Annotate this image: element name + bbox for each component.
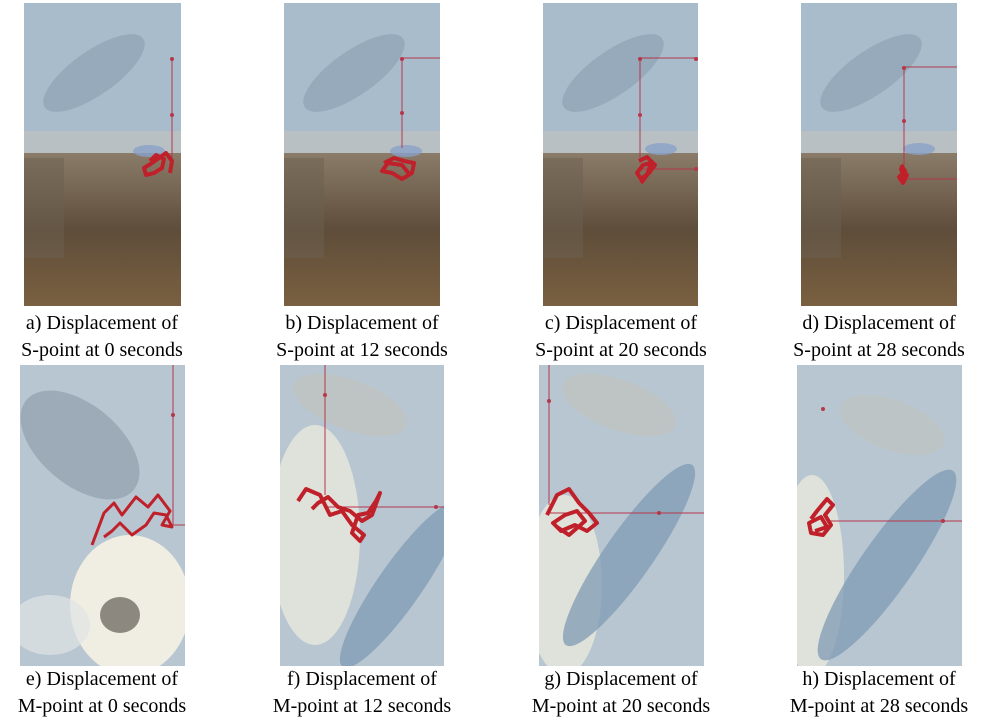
caption-line-2: S-point at 28 seconds [793,339,965,361]
trajectory-path [897,163,909,185]
caption-line-1: a) Displacement of [25,312,179,334]
caption-g: g) Displacement of M-point at 20 seconds [491,666,751,720]
caption-line-1: c) Displacement of [544,312,698,334]
photo-s-point-12s [284,3,440,306]
caption-line-2: M-point at 0 seconds [17,695,187,717]
trajectory-path [635,155,657,185]
trajectory-path [90,493,174,546]
trajectory-path [807,497,835,537]
caption-line-2: M-point at 12 seconds [272,695,452,717]
photo-s-point-20s [543,3,698,306]
panel-d: d) Displacement of S-point at 28 seconds [793,3,965,361]
trajectory-path [142,151,174,177]
caption-line-2: S-point at 12 seconds [276,339,448,361]
photo-m-point-12s [280,365,444,666]
trajectory-path [545,487,599,537]
caption-line-2: M-point at 20 seconds [531,695,711,717]
photo-s-point-0s [24,3,181,306]
caption-b: b) Displacement of S-point at 12 seconds [232,310,492,364]
caption-c: c) Displacement of S-point at 20 seconds [491,310,751,364]
caption-line-1: f) Displacement of [287,668,437,690]
caption-line-1: e) Displacement of [25,668,179,690]
caption-line-2: S-point at 20 seconds [535,339,707,361]
caption-line-1: b) Displacement of [285,312,439,334]
caption-a: a) Displacement of S-point at 0 seconds [0,310,232,364]
panel-f: f) Displacement of M-point at 12 seconds [273,365,451,717]
panel-h: h) Displacement of M-point at 28 seconds [790,365,968,717]
panel-g: g) Displacement of M-point at 20 seconds [532,365,710,717]
photo-s-point-28s [801,3,957,306]
caption-d: d) Displacement of S-point at 28 seconds [749,310,995,364]
panel-e: e) Displacement of M-point at 0 seconds [18,365,186,717]
photo-m-point-28s [797,365,962,666]
caption-h: h) Displacement of M-point at 28 seconds [749,666,995,720]
photo-m-point-0s [20,365,185,666]
caption-f: f) Displacement of M-point at 12 seconds [232,666,492,720]
trajectory-path [380,156,416,181]
trajectory-path [296,487,382,543]
caption-line-1: h) Displacement of [802,668,956,690]
panel-c: c) Displacement of S-point at 20 seconds [535,3,707,361]
photo-m-point-20s [539,365,704,666]
caption-line-1: d) Displacement of [802,312,956,334]
caption-line-2: S-point at 0 seconds [21,339,183,361]
panel-a: a) Displacement of S-point at 0 seconds [21,3,183,361]
caption-line-1: g) Displacement of [544,668,698,690]
caption-line-2: M-point at 28 seconds [789,695,969,717]
panel-b: b) Displacement of S-point at 12 seconds [276,3,448,361]
caption-e: e) Displacement of M-point at 0 seconds [0,666,232,720]
